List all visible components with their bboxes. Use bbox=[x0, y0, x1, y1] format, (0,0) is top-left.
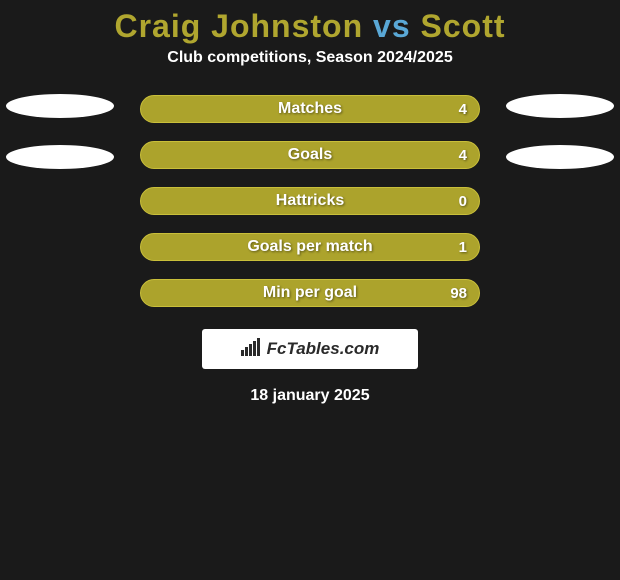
player1-name: Craig Johnston bbox=[114, 8, 363, 44]
stat-label: Hattricks bbox=[276, 192, 344, 210]
snapshot-date: 18 january 2025 bbox=[0, 387, 620, 405]
stat-rows: Matches 4 Goals 4 Hattricks 0 Goals per … bbox=[0, 95, 620, 307]
logo-text: FcTables.com bbox=[267, 339, 380, 359]
left-marker-icon bbox=[6, 145, 114, 169]
stat-bar: Goals 4 bbox=[140, 141, 480, 169]
stat-row: Hattricks 0 bbox=[0, 187, 620, 215]
stat-bar: Min per goal 98 bbox=[140, 279, 480, 307]
stat-row: Min per goal 98 bbox=[0, 279, 620, 307]
stat-row: Matches 4 bbox=[0, 95, 620, 123]
page-title: Craig Johnston vs Scott bbox=[0, 0, 620, 49]
stat-value: 4 bbox=[459, 147, 467, 164]
right-marker-icon bbox=[506, 145, 614, 169]
subtitle: Club competitions, Season 2024/2025 bbox=[0, 49, 620, 67]
player2-name: Scott bbox=[421, 8, 506, 44]
stat-value: 0 bbox=[459, 193, 467, 210]
stat-row: Goals 4 bbox=[0, 141, 620, 169]
comparison-card: Craig Johnston vs Scott Club competition… bbox=[0, 0, 620, 405]
stat-value: 98 bbox=[450, 285, 467, 302]
logo-box: FcTables.com bbox=[202, 329, 418, 369]
stat-label: Goals bbox=[288, 146, 332, 164]
right-marker-icon bbox=[506, 94, 614, 118]
bars-icon bbox=[241, 338, 263, 361]
stat-label: Matches bbox=[278, 100, 342, 118]
stat-row: Goals per match 1 bbox=[0, 233, 620, 261]
stat-value: 1 bbox=[459, 239, 467, 256]
stat-bar: Matches 4 bbox=[140, 95, 480, 123]
stat-label: Min per goal bbox=[263, 284, 357, 302]
stat-bar: Goals per match 1 bbox=[140, 233, 480, 261]
stat-bar: Hattricks 0 bbox=[140, 187, 480, 215]
vs-label: vs bbox=[373, 8, 411, 44]
left-marker-icon bbox=[6, 94, 114, 118]
stat-value: 4 bbox=[459, 101, 467, 118]
stat-label: Goals per match bbox=[247, 238, 372, 256]
